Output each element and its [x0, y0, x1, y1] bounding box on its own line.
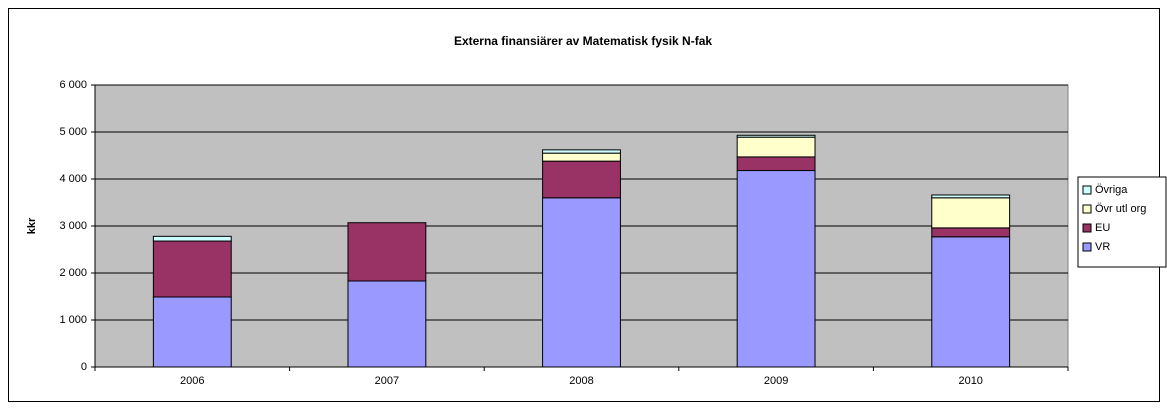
x-tick-label: 2010 — [958, 375, 982, 387]
bar-segment — [542, 149, 621, 154]
bar-segment — [542, 160, 621, 199]
y-tick-label: 0 — [81, 361, 87, 373]
bar-segment — [347, 280, 427, 368]
bar-segment — [152, 235, 232, 242]
bar-segment — [347, 222, 427, 282]
legend-swatch — [1082, 204, 1092, 214]
legend-swatch — [1082, 242, 1092, 252]
bar-segment — [542, 152, 621, 162]
bar-segment — [736, 156, 816, 172]
legend-label: EU — [1095, 222, 1110, 234]
legend-label: VR — [1095, 241, 1110, 253]
legend-swatch — [1082, 185, 1092, 195]
x-tick-label: 2008 — [569, 375, 593, 387]
legend-box — [1077, 176, 1167, 268]
y-tick-label: 6 000 — [59, 79, 87, 91]
bar-segment — [736, 170, 816, 368]
y-tick-label: 1 000 — [59, 314, 87, 326]
legend-swatch — [1082, 223, 1092, 233]
x-tick-label: 2006 — [180, 375, 204, 387]
x-tick-label: 2009 — [764, 375, 788, 387]
y-tick-label: 4 000 — [59, 173, 87, 185]
bar-segment — [152, 240, 232, 298]
bar-segment — [152, 296, 232, 368]
bar-segment — [736, 136, 816, 158]
bar-segment — [931, 236, 1011, 368]
bar-segment — [931, 197, 1011, 229]
legend-label: Övriga — [1095, 184, 1128, 196]
bar-segment — [931, 227, 1011, 238]
y-tick-label: 3 000 — [59, 220, 87, 232]
bar-segment — [931, 194, 1011, 199]
bar-segment — [736, 134, 816, 138]
y-tick-label: 5 000 — [59, 126, 87, 138]
bar-segment — [542, 197, 621, 368]
y-axis-label: kkr — [26, 217, 38, 234]
legend-label: Övr utl org — [1095, 203, 1146, 215]
chart-title: Externa finansiärer av Matematisk fysik … — [454, 34, 712, 48]
x-tick-label: 2007 — [375, 375, 399, 387]
y-tick-label: 2 000 — [59, 267, 87, 279]
